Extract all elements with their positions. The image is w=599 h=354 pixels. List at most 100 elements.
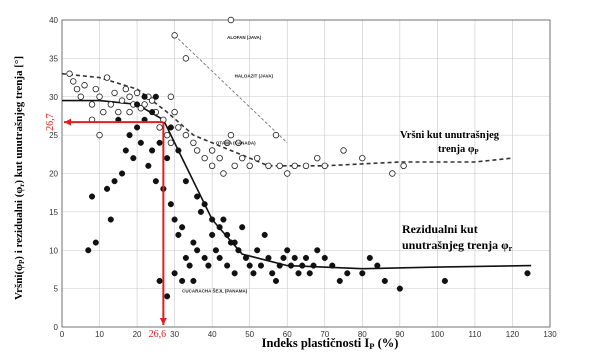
x-axis-ticks: 0 10 20 30 40 50 60 70 80 90 100 110 120 130	[60, 330, 557, 339]
peak-point	[340, 147, 347, 154]
residual-point	[179, 224, 186, 231]
residual-point	[137, 139, 144, 146]
residual-point	[224, 231, 231, 238]
peak-point	[81, 82, 88, 89]
residual-label: Rezidualni kut unutrašnjeg trenja φr	[402, 222, 513, 253]
residual-point	[103, 185, 111, 192]
residual-point	[344, 270, 351, 277]
residual-point	[179, 277, 186, 285]
residual-point	[156, 277, 163, 285]
residual-point	[164, 155, 171, 162]
marker-x-value: 26,6	[149, 329, 167, 340]
annotation-label: ALOFAN (JAVA)	[227, 35, 262, 40]
x-tick-label: 0	[60, 330, 65, 339]
peak-point	[400, 162, 407, 170]
peak-point	[284, 170, 291, 177]
y-tick-label: 5	[54, 285, 59, 294]
annotations: ALOFAN (JAVA) HALOAZIT (JAVA) OTAWA (CANAD…	[182, 35, 273, 293]
peak-point	[171, 32, 178, 39]
residual-point	[246, 262, 253, 269]
residual-point	[287, 262, 295, 269]
x-tick-label: 80	[358, 330, 367, 339]
x-axis-title: Indeks plastičnosti IP (%)	[262, 336, 399, 351]
x-tick-label: 10	[95, 330, 104, 339]
peak-point	[223, 139, 231, 146]
residual-point	[88, 193, 96, 200]
peak-point	[208, 162, 216, 170]
y-tick-label: 10	[49, 246, 58, 255]
residual-point	[182, 178, 189, 185]
peak-point	[100, 108, 107, 116]
x-tick-label: 120	[506, 330, 520, 339]
residual-point	[310, 262, 317, 269]
peak-point	[175, 124, 182, 131]
residual-point	[321, 254, 328, 261]
peak-point	[272, 131, 280, 139]
residual-point	[359, 270, 366, 277]
residual-point	[276, 262, 283, 269]
y-tick-label: 25	[49, 131, 58, 140]
residual-point	[269, 270, 276, 277]
residual-point	[280, 254, 287, 261]
peak-point	[238, 154, 246, 162]
y-axis-title: Vršni(φP) i rezidualni (φr) kut unutrašn…	[13, 56, 26, 300]
peak-point	[190, 139, 197, 146]
peak-point	[235, 139, 242, 146]
residual-point	[85, 247, 92, 254]
peak-point	[96, 131, 103, 139]
residual-point	[167, 201, 174, 208]
y-tick-label: 30	[49, 93, 58, 102]
residual-point	[141, 93, 148, 100]
residual-point	[209, 231, 216, 238]
residual-point	[396, 285, 403, 292]
peak-point	[107, 101, 114, 108]
annotation-label: CUCARACHA ŠEJL (PANAMA)	[182, 286, 248, 293]
residual-point	[156, 139, 163, 146]
residual-point	[242, 254, 249, 261]
y-axis-ticks: 0 5 10 15 20 25 30 35 40	[49, 16, 58, 332]
peak-point	[148, 97, 156, 104]
peak-point	[126, 93, 133, 100]
residual-point	[254, 247, 261, 254]
residual-point	[201, 254, 208, 261]
peak-label: Vršni kut unutrašnjeg trenja φP	[400, 130, 502, 156]
residual-point	[107, 216, 114, 223]
residual-point	[134, 124, 141, 131]
peak-point	[359, 154, 366, 162]
x-tick-label: 50	[245, 330, 254, 339]
residual-point	[149, 147, 156, 154]
peak-point	[193, 147, 201, 154]
y-tick-label: 0	[54, 323, 59, 332]
residual-point	[235, 247, 242, 254]
marker-arrow-down	[159, 318, 167, 325]
peak-point	[182, 55, 190, 62]
residual-point	[167, 124, 174, 131]
x-tick-label: 100	[431, 330, 445, 339]
residual-point	[250, 270, 257, 277]
peak-point	[126, 108, 133, 116]
peak-point	[231, 162, 238, 170]
marker-y-value: 26,7	[45, 113, 56, 131]
peak-point	[246, 162, 253, 170]
residual-point	[145, 162, 152, 169]
peak-point	[70, 78, 77, 85]
peak-point	[133, 89, 141, 97]
peak-trend-line	[61, 72, 513, 167]
residual-point	[336, 277, 343, 285]
peak-point	[137, 105, 145, 112]
residual-point	[171, 216, 178, 223]
peak-point	[276, 162, 283, 170]
residual-point	[182, 254, 189, 261]
residual-point	[205, 262, 212, 269]
plot-frame	[61, 19, 551, 328]
residual-point	[175, 231, 182, 238]
residual-point	[314, 247, 321, 254]
residual-point	[152, 178, 159, 185]
residual-point	[284, 247, 291, 254]
residual-point	[164, 293, 171, 300]
peak-point	[314, 154, 321, 162]
residual-point	[216, 224, 223, 231]
y-tick-label: 35	[49, 54, 58, 63]
residual-point	[126, 132, 133, 139]
